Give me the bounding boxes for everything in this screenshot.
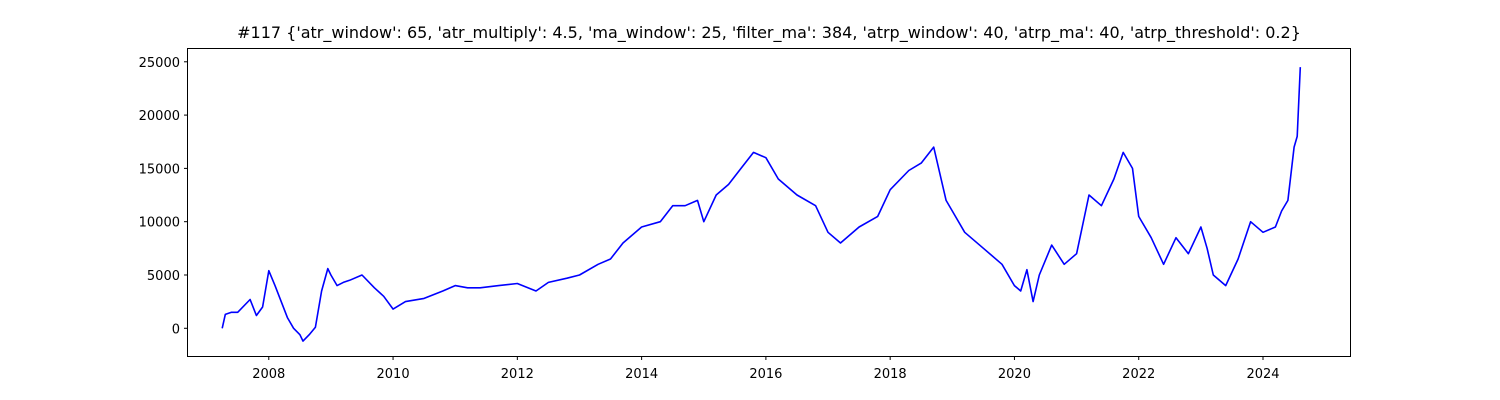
x-tick-label: 2012 <box>501 367 534 382</box>
y-tick-label: 10000 <box>139 216 180 231</box>
chart-title: #117 {'atr_window': 65, 'atr_multiply': … <box>237 23 1301 42</box>
y-tick-label: 0 <box>172 322 180 337</box>
x-tick-label: 2014 <box>625 367 658 382</box>
y-tick-label: 5000 <box>147 269 180 284</box>
series-layer <box>221 67 1302 342</box>
plot-frame <box>187 48 1351 357</box>
x-tick-label: 2008 <box>252 367 285 382</box>
y-tick-label: 20000 <box>139 109 180 124</box>
x-tick-label: 2020 <box>998 367 1031 382</box>
x-tick-label: 2016 <box>749 367 782 382</box>
x-tick-label: 2018 <box>874 367 907 382</box>
x-tick-label: 2024 <box>1246 367 1279 382</box>
x-tick-label: 2010 <box>377 367 410 382</box>
y-tick-label: 15000 <box>139 162 180 177</box>
y-tick-label: 25000 <box>139 56 180 71</box>
tick-layer: 2008 2010 2012 2014 2016 2018 2020 2022 2024 0 500… <box>139 56 1280 382</box>
x-tick-label: 2022 <box>1122 367 1155 382</box>
series-line <box>221 67 1302 342</box>
